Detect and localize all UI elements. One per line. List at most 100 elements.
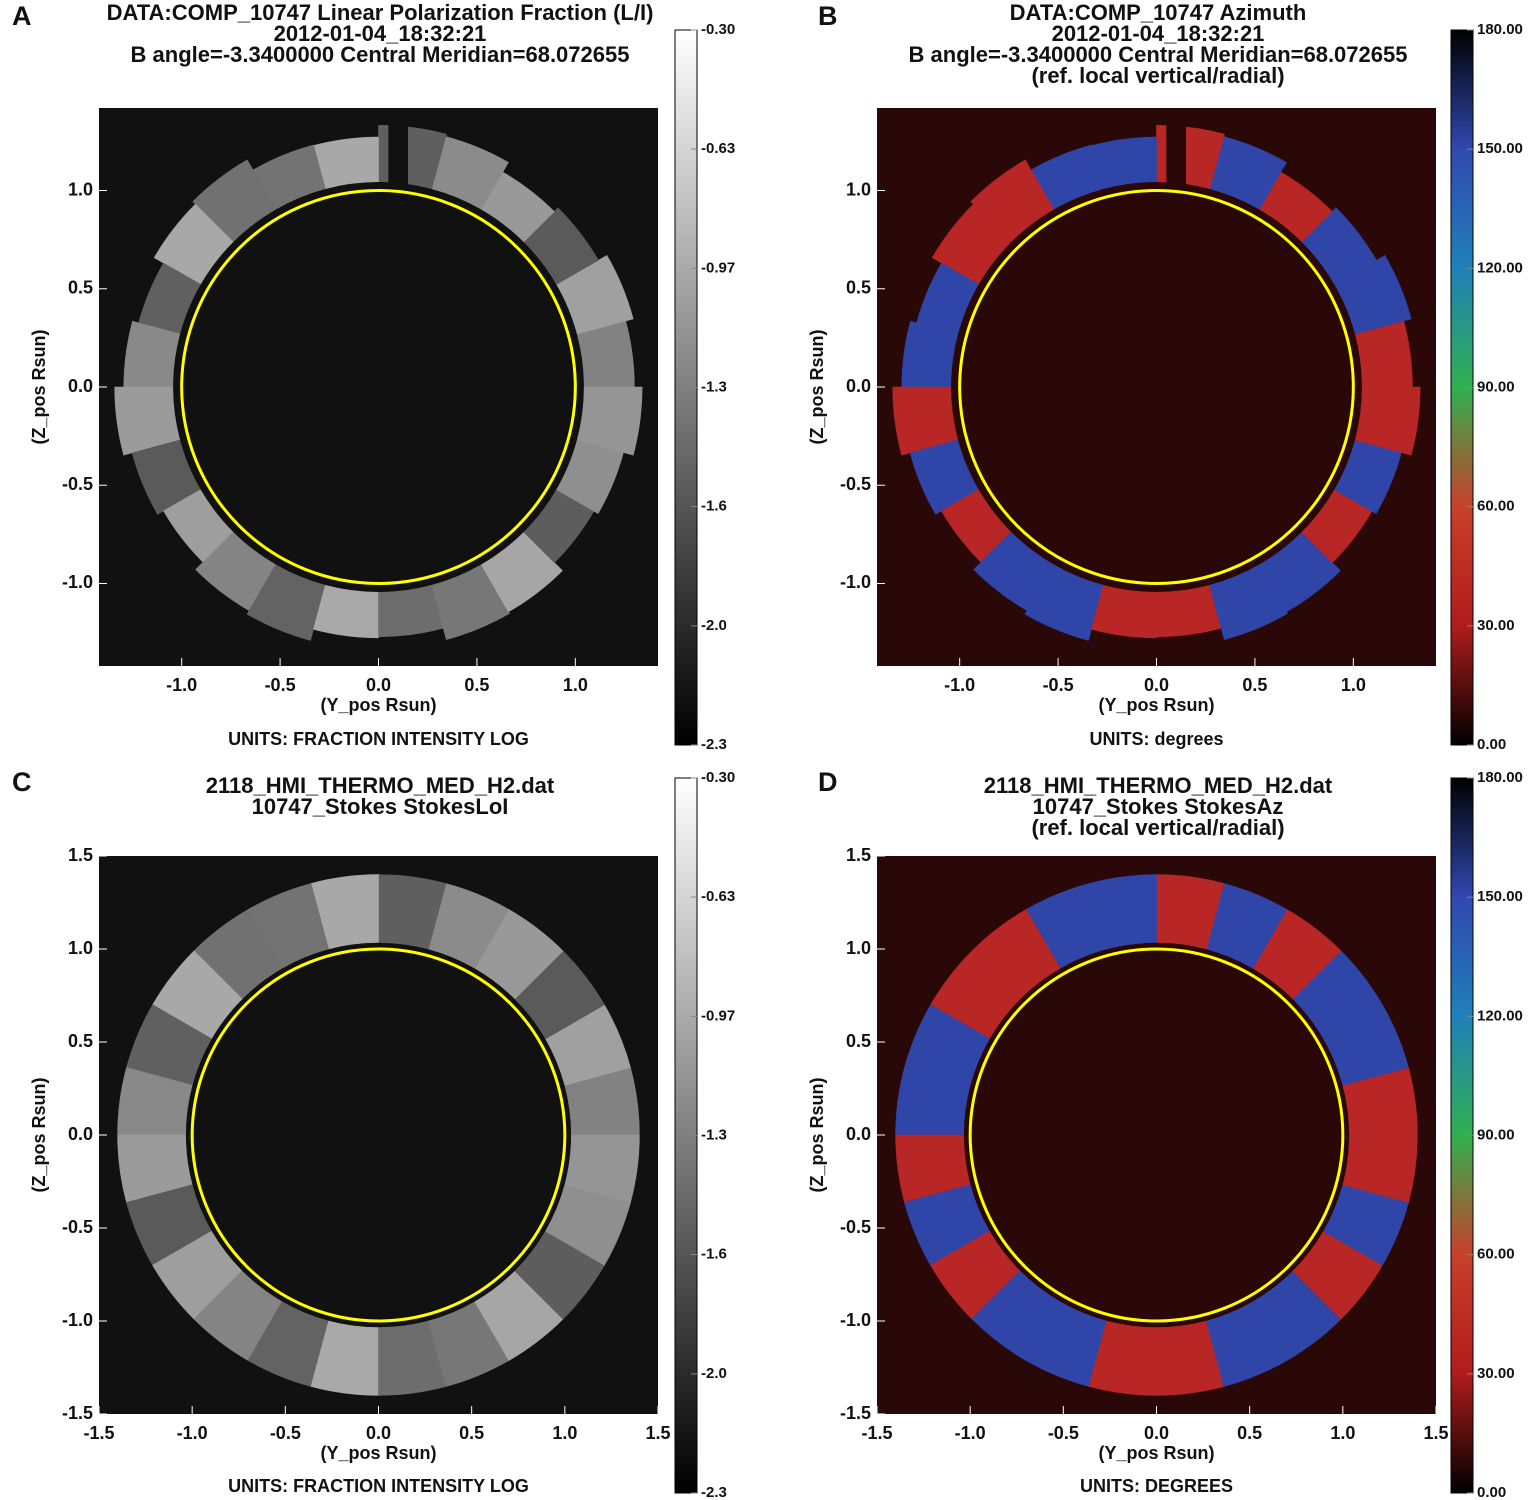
image-content [117, 874, 640, 1396]
y-tick-label: -1.5 [62, 1403, 93, 1423]
colorbar-tick-label: -2.3 [701, 1484, 727, 1500]
x-axis-label: (Y_pos Rsun) [320, 695, 436, 715]
x-tick-label: 1.0 [1341, 675, 1366, 695]
ring-sector [1091, 584, 1157, 639]
colorbar-tick-label: 150.00 [1477, 888, 1523, 905]
y-tick-label: 0.0 [846, 1124, 871, 1144]
ring-sector [153, 203, 234, 285]
panel-letter: D [818, 767, 838, 797]
plot-background [877, 108, 1436, 666]
image-content [895, 874, 1418, 1396]
x-tick-label: -1.5 [83, 1423, 114, 1443]
colorbar-tick-label: -0.97 [701, 259, 735, 276]
y-tick-label: 0.5 [68, 278, 93, 298]
colorbar-tick-label: 180.00 [1477, 21, 1523, 38]
panel-letter: A [12, 1, 32, 31]
colorbar-tick-label: -2.0 [701, 1365, 727, 1382]
chart-title: B angle=-3.3400000 Central Meridian=68.0… [131, 42, 630, 67]
colorbar-tick-label: -0.97 [701, 1007, 735, 1024]
units-label: UNITS: DEGREES [1080, 1476, 1233, 1496]
y-tick-label: 0.5 [846, 1031, 871, 1051]
ring-sector [576, 386, 643, 456]
ring-sector [1334, 254, 1412, 335]
slit-gap [388, 119, 409, 187]
panel: B DATA:COMP_10747 Azimuth2012-01-04_18:32… [807, 0, 1523, 753]
y-tick-label: -1.5 [840, 1403, 871, 1423]
x-tick-label: 1.5 [1423, 1423, 1448, 1443]
colorbar-tick-label: 60.00 [1477, 1246, 1515, 1263]
x-axis-label: (Y_pos Rsun) [1098, 1443, 1214, 1463]
ring-sector [1354, 386, 1421, 456]
colorbar-tick-label: -1.3 [701, 378, 727, 395]
y-tick-label: -1.0 [62, 1310, 93, 1330]
image-content [892, 119, 1421, 641]
colorbar-tick-label: -1.6 [701, 1246, 727, 1263]
y-axis-label: (Z_pos Rsun) [29, 329, 49, 444]
y-tick-label: -1.0 [840, 572, 871, 592]
ring-sector [970, 159, 1055, 243]
units-label: UNITS: FRACTION INTENSITY LOG [228, 1476, 529, 1496]
x-tick-label: 0.0 [366, 1423, 391, 1443]
ring-sector [523, 207, 599, 285]
colorbar-tick-label: 120.00 [1477, 1007, 1523, 1024]
colorbar-tick-label: 90.00 [1477, 1126, 1515, 1143]
ring-sector [431, 564, 510, 640]
chart-title: 2118_HMI_THERMO_MED_H2.dat [984, 773, 1333, 798]
y-tick-label: 0.5 [846, 278, 871, 298]
colorbar-tick-label: 60.00 [1477, 498, 1515, 515]
chart-title: 10747_Stokes StokesLoI [252, 794, 509, 819]
x-tick-label: 1.5 [645, 1423, 670, 1443]
x-tick-label: -0.5 [1043, 675, 1074, 695]
y-tick-label: 1.0 [68, 179, 93, 199]
panel: D 2118_HMI_THERMO_MED_H2.dat10747_Stokes … [807, 767, 1523, 1500]
x-tick-label: 1.0 [563, 675, 588, 695]
y-tick-label: -0.5 [840, 474, 871, 494]
chart-title: 2012-01-04_18:32:21 [274, 21, 487, 46]
y-tick-label: 1.0 [846, 179, 871, 199]
x-tick-label: -1.5 [861, 1423, 892, 1443]
colorbar-tick-label: 180.00 [1477, 769, 1523, 786]
colorbar-tick-label: -0.63 [701, 888, 735, 905]
x-tick-label: 1.0 [552, 1423, 577, 1443]
x-tick-label: -1.0 [955, 1423, 986, 1443]
ring-sector [1258, 531, 1341, 613]
chart-title: 10747_Stokes StokesAz [1033, 794, 1284, 819]
ring-sector [931, 203, 1012, 285]
units-label: UNITS: FRACTION INTENSITY LOG [228, 729, 529, 749]
x-tick-label: 0.0 [1144, 1423, 1169, 1443]
colorbar-tick-label: -0.63 [701, 140, 735, 157]
ring-sector [192, 159, 277, 243]
ring-sector [1024, 564, 1104, 641]
chart-title: DATA:COMP_10747 Linear Polarization Frac… [107, 0, 654, 25]
colorbar-tick-label: 90.00 [1477, 378, 1515, 395]
x-tick-label: -0.5 [1048, 1423, 1079, 1443]
ring-sector [313, 584, 379, 639]
solar-limb [958, 189, 1355, 585]
y-axis-label: (Z_pos Rsun) [29, 1077, 49, 1192]
y-tick-label: 0.0 [846, 376, 871, 396]
x-tick-label: 0.0 [1144, 675, 1169, 695]
ring-sector [114, 386, 181, 456]
ring-sector [556, 254, 634, 335]
x-tick-label: -1.0 [166, 675, 197, 695]
x-tick-label: 0.5 [1242, 675, 1267, 695]
slit-gap [1166, 119, 1187, 187]
colorbar-tick-label: 30.00 [1477, 1365, 1515, 1382]
plot-background [99, 108, 658, 666]
ring-sector [1342, 1134, 1418, 1203]
ring-sector [564, 1134, 640, 1203]
ring-sector [131, 439, 201, 515]
colorbar-tick-label: -0.30 [701, 769, 735, 786]
x-tick-label: -0.5 [265, 675, 296, 695]
y-tick-label: 0.5 [68, 1031, 93, 1051]
y-tick-label: -0.5 [840, 1217, 871, 1237]
chart-title: DATA:COMP_10747 Azimuth [1010, 0, 1307, 25]
ring-sector [892, 386, 959, 456]
colorbar-tick-label: -1.6 [701, 498, 727, 515]
y-tick-label: -1.0 [840, 1310, 871, 1330]
solar-limb [180, 189, 577, 585]
colorbar-tick-label: -2.0 [701, 617, 727, 634]
x-tick-label: -1.0 [177, 1423, 208, 1443]
colorbar-tick-label: 120.00 [1477, 259, 1523, 276]
ring-sector [1301, 207, 1377, 285]
